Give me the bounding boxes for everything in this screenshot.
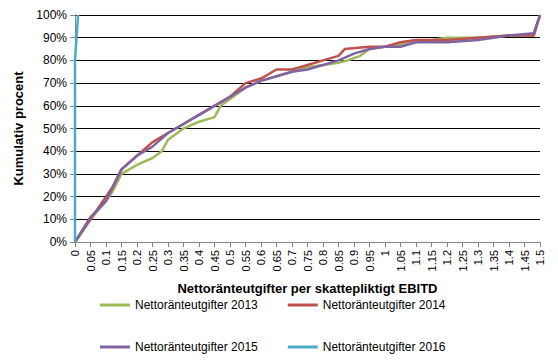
svg-text:Nettoränteutgifter 2013: Nettoränteutgifter 2013	[135, 298, 258, 312]
svg-text:1.35: 1.35	[488, 250, 500, 271]
svg-text:20%: 20%	[43, 190, 67, 204]
svg-text:1.25: 1.25	[457, 250, 469, 271]
svg-text:0.25: 0.25	[147, 250, 159, 271]
svg-text:10%: 10%	[43, 212, 67, 226]
svg-text:0.55: 0.55	[240, 250, 252, 271]
svg-text:0.9: 0.9	[348, 250, 360, 265]
svg-text:1.3: 1.3	[472, 250, 484, 265]
svg-text:0.7: 0.7	[286, 250, 298, 265]
svg-text:0.5: 0.5	[224, 250, 236, 265]
svg-text:1.2: 1.2	[441, 250, 453, 265]
svg-text:0.05: 0.05	[85, 250, 97, 271]
svg-text:Kumulativ procent: Kumulativ procent	[11, 71, 26, 186]
svg-text:Nettoränteutgifter 2014: Nettoränteutgifter 2014	[323, 298, 446, 312]
svg-text:0.85: 0.85	[333, 250, 345, 271]
svg-text:0.65: 0.65	[271, 250, 283, 271]
svg-text:1.15: 1.15	[426, 250, 438, 271]
svg-text:100%: 100%	[36, 8, 67, 22]
svg-text:0: 0	[69, 250, 81, 256]
svg-text:1: 1	[379, 250, 391, 256]
svg-text:1.1: 1.1	[410, 250, 422, 265]
svg-text:0.3: 0.3	[162, 250, 174, 265]
svg-text:0.45: 0.45	[209, 250, 221, 271]
svg-text:0.75: 0.75	[302, 250, 314, 271]
svg-text:1.45: 1.45	[519, 250, 531, 271]
svg-text:70%: 70%	[43, 76, 67, 90]
svg-text:0%: 0%	[50, 235, 68, 249]
svg-text:1.5: 1.5	[534, 250, 546, 265]
svg-text:30%: 30%	[43, 167, 67, 181]
svg-text:Nettoränteutgifter 2015: Nettoränteutgifter 2015	[135, 340, 258, 354]
svg-text:80%: 80%	[43, 53, 67, 67]
svg-text:90%: 90%	[43, 31, 67, 45]
svg-text:0.35: 0.35	[178, 250, 190, 271]
svg-text:1.05: 1.05	[395, 250, 407, 271]
svg-text:0.1: 0.1	[100, 250, 112, 265]
svg-text:1.4: 1.4	[503, 250, 515, 265]
svg-text:50%: 50%	[43, 122, 67, 136]
svg-text:0.4: 0.4	[193, 250, 205, 265]
svg-text:0.15: 0.15	[116, 250, 128, 271]
svg-text:40%: 40%	[43, 144, 67, 158]
svg-text:0.6: 0.6	[255, 250, 267, 265]
svg-text:Nettoränteutgifter 2016: Nettoränteutgifter 2016	[323, 340, 446, 354]
svg-text:60%: 60%	[43, 99, 67, 113]
svg-text:0.2: 0.2	[131, 250, 143, 265]
svg-text:0.95: 0.95	[364, 250, 376, 271]
svg-text:Nettoränteutgifter per skattep: Nettoränteutgifter per skattepliktigt EB…	[177, 281, 437, 296]
svg-text:0.8: 0.8	[317, 250, 329, 265]
